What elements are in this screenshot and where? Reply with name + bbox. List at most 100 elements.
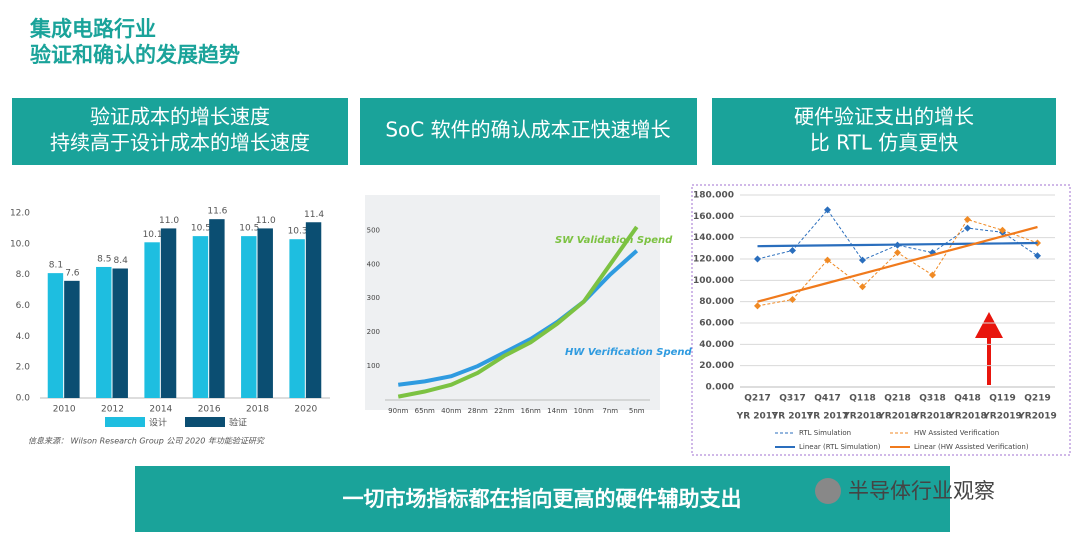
y-tick-label: 80.000 (699, 297, 734, 307)
banner-text: 一切市场指标都在指向更高的硬件辅助支出 (343, 487, 742, 511)
y-tick-label: 400 (367, 260, 380, 268)
legend-label: HW Assisted Verification (914, 429, 999, 437)
panel-box (12, 98, 348, 165)
y-tick-label: 40.000 (699, 340, 734, 350)
legend-swatch (105, 417, 145, 427)
x-tick-sublabel: YR 2017 (736, 412, 779, 422)
data-label: 8.1 (49, 261, 63, 271)
y-tick-label: 12.0 (10, 209, 30, 219)
x-tick-sublabel: YR2018 (842, 412, 882, 422)
data-label: 7.6 (65, 268, 80, 278)
data-label: 11.0 (159, 216, 179, 226)
data-label: 11.6 (207, 207, 227, 217)
y-tick-label: 20.000 (699, 361, 734, 371)
marker (789, 296, 796, 304)
y-tick-label: 300 (367, 294, 380, 302)
series-label: SW Validation Spend (555, 235, 673, 246)
y-tick-label: 100.000 (693, 276, 734, 286)
bar (160, 228, 177, 398)
x-tick-label: 22nm (494, 407, 514, 415)
x-tick-label: 65nm (415, 407, 435, 415)
series-label: HW Verification Spend (565, 347, 693, 358)
legend-label: 设计 (149, 417, 167, 429)
data-label: 10.5 (239, 224, 259, 234)
line (757, 209, 1038, 261)
data-label: 11.0 (256, 216, 276, 226)
x-tick-label: 7nm (602, 407, 618, 415)
marker (964, 216, 971, 224)
y-tick-label: 200 (367, 328, 380, 336)
data-label: 11.4 (304, 210, 324, 220)
x-tick-label: 28nm (468, 407, 488, 415)
x-tick-label: 14nm (547, 407, 567, 415)
bar (305, 222, 322, 398)
watermark: 半导体行业观察 (848, 479, 995, 503)
bar (209, 219, 225, 398)
source-note: 信息来源： Wilson Research Group 公司 2020 年功能验… (28, 437, 265, 446)
x-tick-sublabel: YR2019 (1017, 412, 1057, 422)
y-tick-label: 10.0 (10, 239, 30, 249)
bar (241, 236, 257, 398)
data-label: 8.4 (114, 256, 129, 266)
x-tick-label: 2010 (53, 405, 76, 415)
x-tick-sublabel: YR2018 (877, 412, 917, 422)
bar (47, 273, 64, 398)
line (397, 249, 639, 387)
bar (144, 242, 160, 398)
bar (96, 266, 112, 398)
panel-box (712, 98, 1056, 165)
x-tick-label: 10nm (574, 407, 594, 415)
marker (929, 271, 936, 279)
x-tick-label: Q218 (884, 394, 910, 404)
x-tick-sublabel: YR2019 (982, 412, 1022, 422)
data-label: 10.1 (143, 230, 163, 240)
x-tick-label: 16nm (521, 407, 541, 415)
marker (859, 283, 866, 291)
marker (824, 206, 831, 214)
y-tick-label: 60.000 (699, 319, 734, 329)
marker (754, 255, 761, 263)
marker (1034, 252, 1041, 260)
marker (964, 224, 971, 232)
x-tick-label: Q119 (989, 394, 1015, 404)
x-tick-label: 2014 (149, 405, 172, 415)
x-tick-sublabel: YR2018 (947, 412, 987, 422)
panel-heading: 比 RTL 仿真更快 (810, 131, 959, 155)
banner-box (135, 466, 950, 532)
y-tick-label: 500 (367, 226, 380, 234)
marker (789, 246, 796, 254)
x-tick-label: 2020 (294, 405, 317, 415)
y-tick-label: 180.000 (693, 191, 734, 201)
bar (64, 280, 80, 398)
x-tick-label: Q318 (919, 394, 945, 404)
bar (257, 228, 273, 398)
x-tick-label: 2016 (198, 405, 221, 415)
legend-label: RTL Simulation (799, 429, 851, 437)
x-tick-label: Q219 (1024, 394, 1050, 404)
marker (824, 256, 831, 264)
x-tick-label: Q417 (814, 394, 840, 404)
line (397, 225, 639, 399)
slide-title: 集成电路行业 (29, 17, 156, 41)
line (757, 218, 1038, 307)
bar (289, 239, 305, 398)
y-tick-label: 140.000 (693, 233, 734, 243)
marker (754, 302, 761, 310)
marker (894, 249, 901, 257)
x-tick-label: 5nm (629, 407, 645, 415)
slide-title: 验证和确认的发展趋势 (30, 43, 240, 67)
legend-label: 验证 (229, 417, 247, 429)
chart-background (365, 195, 660, 410)
x-tick-label: Q317 (779, 394, 805, 404)
x-tick-label: Q418 (954, 394, 980, 404)
y-tick-label: 0.000 (706, 383, 734, 393)
panel-heading: 持续高于设计成本的增长速度 (50, 131, 310, 155)
panel-heading: 硬件验证支出的增长 (794, 105, 974, 129)
panel-box (360, 98, 697, 165)
chart-border (691, 184, 1071, 456)
y-tick-label: 100 (367, 362, 380, 370)
panel-heading: 验证成本的增长速度 (90, 105, 270, 129)
legend-swatch (185, 417, 225, 427)
